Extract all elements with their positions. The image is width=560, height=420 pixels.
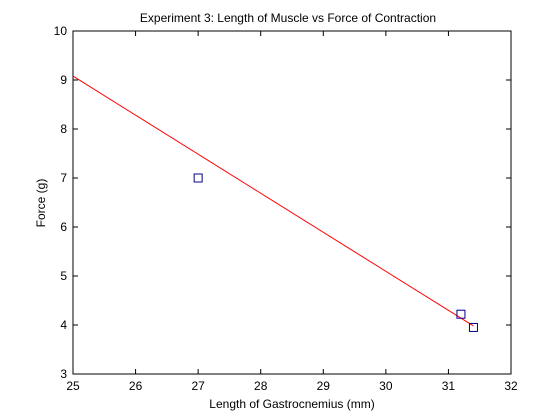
y-tick-label: 5 [60, 269, 67, 283]
fit-line-layer [72, 75, 474, 327]
x-tick-label: 29 [317, 379, 331, 393]
x-tick-label: 31 [442, 379, 456, 393]
y-tick-label: 6 [60, 220, 67, 234]
y-axis-title: Force (g) [34, 179, 48, 228]
y-tick-label: 4 [60, 318, 67, 332]
data-point-square [456, 309, 466, 319]
plot-area [72, 30, 512, 375]
data-point-square [468, 322, 478, 332]
y-tick-label: 8 [60, 122, 67, 136]
data-points-layer [193, 173, 478, 332]
x-tick-label: 28 [254, 379, 268, 393]
regression-line [72, 75, 474, 327]
x-tick-label: 30 [379, 379, 393, 393]
x-tick-label: 32 [504, 379, 518, 393]
x-tick-label: 27 [191, 379, 205, 393]
chart-title: Experiment 3: Length of Muscle vs Force … [140, 11, 436, 25]
y-tick-label: 9 [60, 73, 67, 87]
x-tick-label: 25 [66, 379, 80, 393]
y-tick-label: 10 [54, 24, 68, 38]
y-tick-label: 3 [60, 367, 67, 381]
data-point-square [193, 173, 203, 183]
y-tick-label: 7 [60, 171, 67, 185]
x-tick-label: 26 [129, 379, 143, 393]
x-axis-title: Length of Gastrocnemius (mm) [209, 397, 374, 411]
axis-ticks: 25 26 27 28 29 30 31 32 3 4 5 6 7 8 9 10 [54, 24, 518, 393]
